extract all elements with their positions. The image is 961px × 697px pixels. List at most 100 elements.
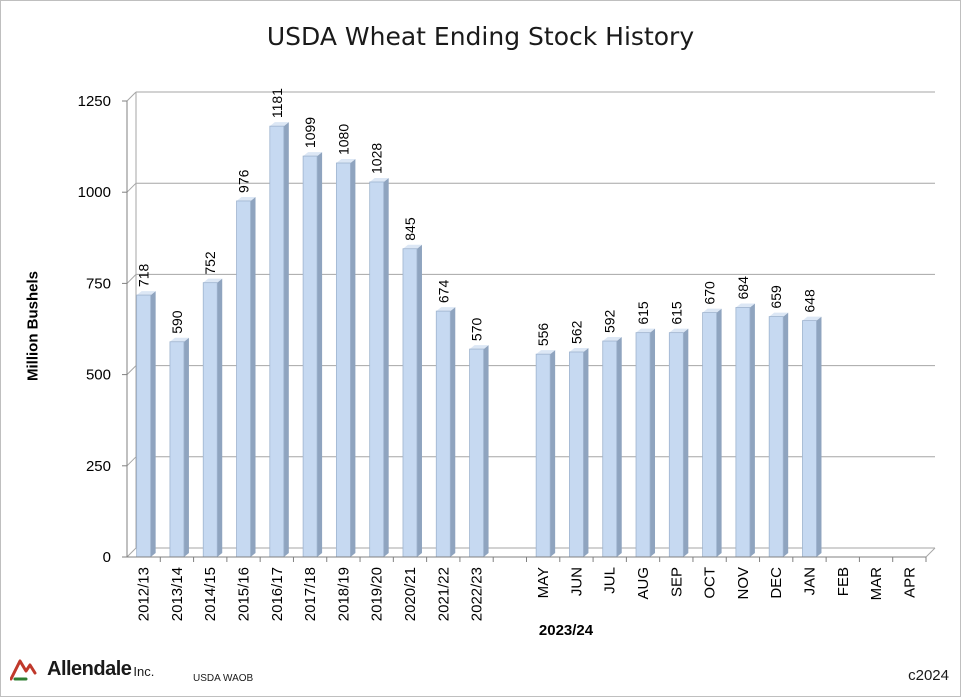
bar-top xyxy=(203,278,223,283)
data-label: 1099 xyxy=(302,117,318,148)
bar-side xyxy=(483,345,489,557)
x-tick-label: 2019/20 xyxy=(369,567,386,621)
x-tick-label: DEC xyxy=(768,567,785,599)
bar-top xyxy=(336,159,356,164)
bar-side xyxy=(583,347,589,557)
bar xyxy=(269,125,285,558)
bar xyxy=(702,312,718,558)
gridline-depth xyxy=(126,274,137,284)
bar-top xyxy=(669,328,689,333)
gridline-depth xyxy=(126,182,137,193)
bar-top xyxy=(735,303,755,308)
bar xyxy=(802,320,817,558)
bar xyxy=(602,340,618,558)
bar-side xyxy=(816,316,822,557)
x-tick-label: 2017/18 xyxy=(302,567,319,621)
bar xyxy=(668,332,684,558)
data-label: 570 xyxy=(469,317,485,341)
bar xyxy=(735,307,751,558)
bar-side xyxy=(183,337,189,557)
y-tick-label: 0 xyxy=(103,549,111,566)
data-label: 845 xyxy=(402,217,418,241)
chart-title: USDA Wheat Ending Stock History xyxy=(266,22,695,51)
data-label: 556 xyxy=(535,323,551,347)
x-tick-label: 2013/14 xyxy=(169,567,186,621)
x-tick-label: NOV xyxy=(735,567,752,600)
bar-top xyxy=(369,177,389,182)
bar-top xyxy=(802,316,822,321)
bar xyxy=(402,248,418,558)
x-tick-label: 2015/16 xyxy=(236,567,253,621)
x-tick-label: JUN xyxy=(568,567,585,596)
bar-side xyxy=(683,328,689,557)
x-group-label: 2023/24 xyxy=(538,622,594,639)
data-label: 592 xyxy=(602,309,618,333)
data-label: 976 xyxy=(236,169,252,193)
data-label: 674 xyxy=(435,280,451,304)
floor-edge xyxy=(925,547,936,558)
x-tick-label: 2022/23 xyxy=(469,567,486,621)
x-tick-label: APR xyxy=(901,567,918,598)
data-label: 562 xyxy=(568,320,584,344)
bar xyxy=(202,282,218,558)
bar-side xyxy=(650,328,656,557)
source-note: USDA WAOB xyxy=(193,673,254,684)
bar-top xyxy=(536,350,556,355)
bar-top xyxy=(769,312,789,317)
bar-top xyxy=(136,291,156,296)
bar-side xyxy=(383,177,389,557)
bar-top xyxy=(702,308,722,313)
x-tick-label: OCT xyxy=(702,567,719,599)
bar-side xyxy=(217,278,223,557)
bar xyxy=(435,310,451,558)
bar xyxy=(535,353,551,558)
bar-top xyxy=(602,337,622,342)
gridline-depth xyxy=(126,91,137,102)
bar-top xyxy=(436,307,456,312)
data-label: 718 xyxy=(136,264,152,288)
bar xyxy=(302,155,318,558)
gridline-depth xyxy=(126,456,137,467)
data-label: 615 xyxy=(668,301,684,325)
gridline-depth xyxy=(126,547,137,558)
bar-top xyxy=(402,244,422,249)
x-tick-label: MAY xyxy=(535,567,552,598)
x-tick-label: 2016/17 xyxy=(269,567,286,621)
x-tick-label: AUG xyxy=(635,567,652,600)
bar xyxy=(768,316,784,558)
logo-inc: Inc. xyxy=(133,664,155,679)
bar xyxy=(335,162,351,558)
y-tick-label: 250 xyxy=(86,458,111,475)
bar xyxy=(635,332,651,558)
bar-top xyxy=(569,347,589,352)
bar-side xyxy=(749,303,755,557)
bar xyxy=(369,181,385,558)
x-tick-label: 2018/19 xyxy=(335,567,352,621)
x-tick-label: SEP xyxy=(668,567,685,597)
bar-side xyxy=(150,291,156,557)
y-tick-label: 1000 xyxy=(78,184,111,201)
bar xyxy=(469,348,484,558)
data-label: 1080 xyxy=(335,124,351,155)
bar-side xyxy=(283,122,289,557)
bar-side xyxy=(416,244,422,557)
bar-side xyxy=(350,159,356,558)
bar-side xyxy=(450,307,456,557)
x-tick-label: 2020/21 xyxy=(402,567,419,621)
x-tick-label: JUL xyxy=(602,567,619,594)
data-label: 590 xyxy=(169,310,185,334)
bar xyxy=(169,341,185,558)
bar-side xyxy=(716,308,722,557)
x-tick-label: FEB xyxy=(835,567,852,596)
x-tick-label: JAN xyxy=(801,567,818,595)
data-label: 615 xyxy=(635,301,651,325)
x-tick-label: 2012/13 xyxy=(136,567,153,621)
logo-mark-icon xyxy=(10,659,37,681)
bar xyxy=(236,200,251,558)
data-label: 1181 xyxy=(269,88,285,118)
logo-name: Allendale xyxy=(47,658,132,680)
bar-side xyxy=(616,337,622,557)
x-tick-label: 2021/22 xyxy=(435,567,452,621)
data-label: 752 xyxy=(202,251,218,275)
